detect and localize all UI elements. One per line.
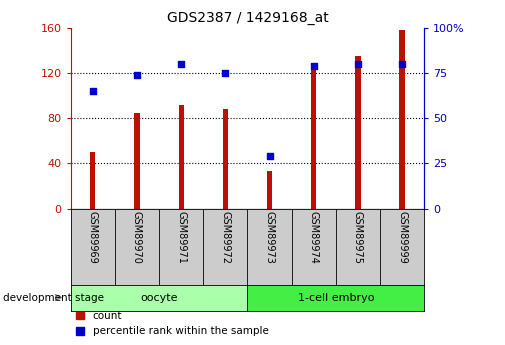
Bar [179, 105, 184, 209]
Point [221, 70, 229, 76]
Bar [267, 171, 272, 209]
Bar [399, 30, 405, 209]
Bar [223, 109, 228, 209]
Text: GSM89972: GSM89972 [220, 211, 230, 264]
Text: 1-cell embryo: 1-cell embryo [297, 293, 374, 303]
Text: GSM89974: GSM89974 [309, 211, 319, 264]
Point [266, 154, 274, 159]
Point [310, 63, 318, 68]
Text: GSM89970: GSM89970 [132, 211, 142, 264]
Title: GDS2387 / 1429168_at: GDS2387 / 1429168_at [167, 11, 328, 25]
Text: GSM89975: GSM89975 [353, 211, 363, 264]
Text: GSM89973: GSM89973 [265, 211, 275, 264]
Point [133, 72, 141, 78]
Bar [134, 112, 139, 209]
Text: GSM89999: GSM89999 [397, 211, 407, 264]
Bar [90, 152, 95, 209]
Text: oocyte: oocyte [140, 293, 178, 303]
Bar [311, 64, 316, 209]
Point [89, 88, 97, 94]
Text: development stage: development stage [3, 293, 104, 303]
Legend: count, percentile rank within the sample: count, percentile rank within the sample [76, 311, 269, 336]
Text: GSM89969: GSM89969 [88, 211, 98, 264]
Point [177, 61, 185, 67]
Point [354, 61, 362, 67]
Text: GSM89971: GSM89971 [176, 211, 186, 264]
Bar [356, 56, 361, 209]
Point [398, 61, 406, 67]
